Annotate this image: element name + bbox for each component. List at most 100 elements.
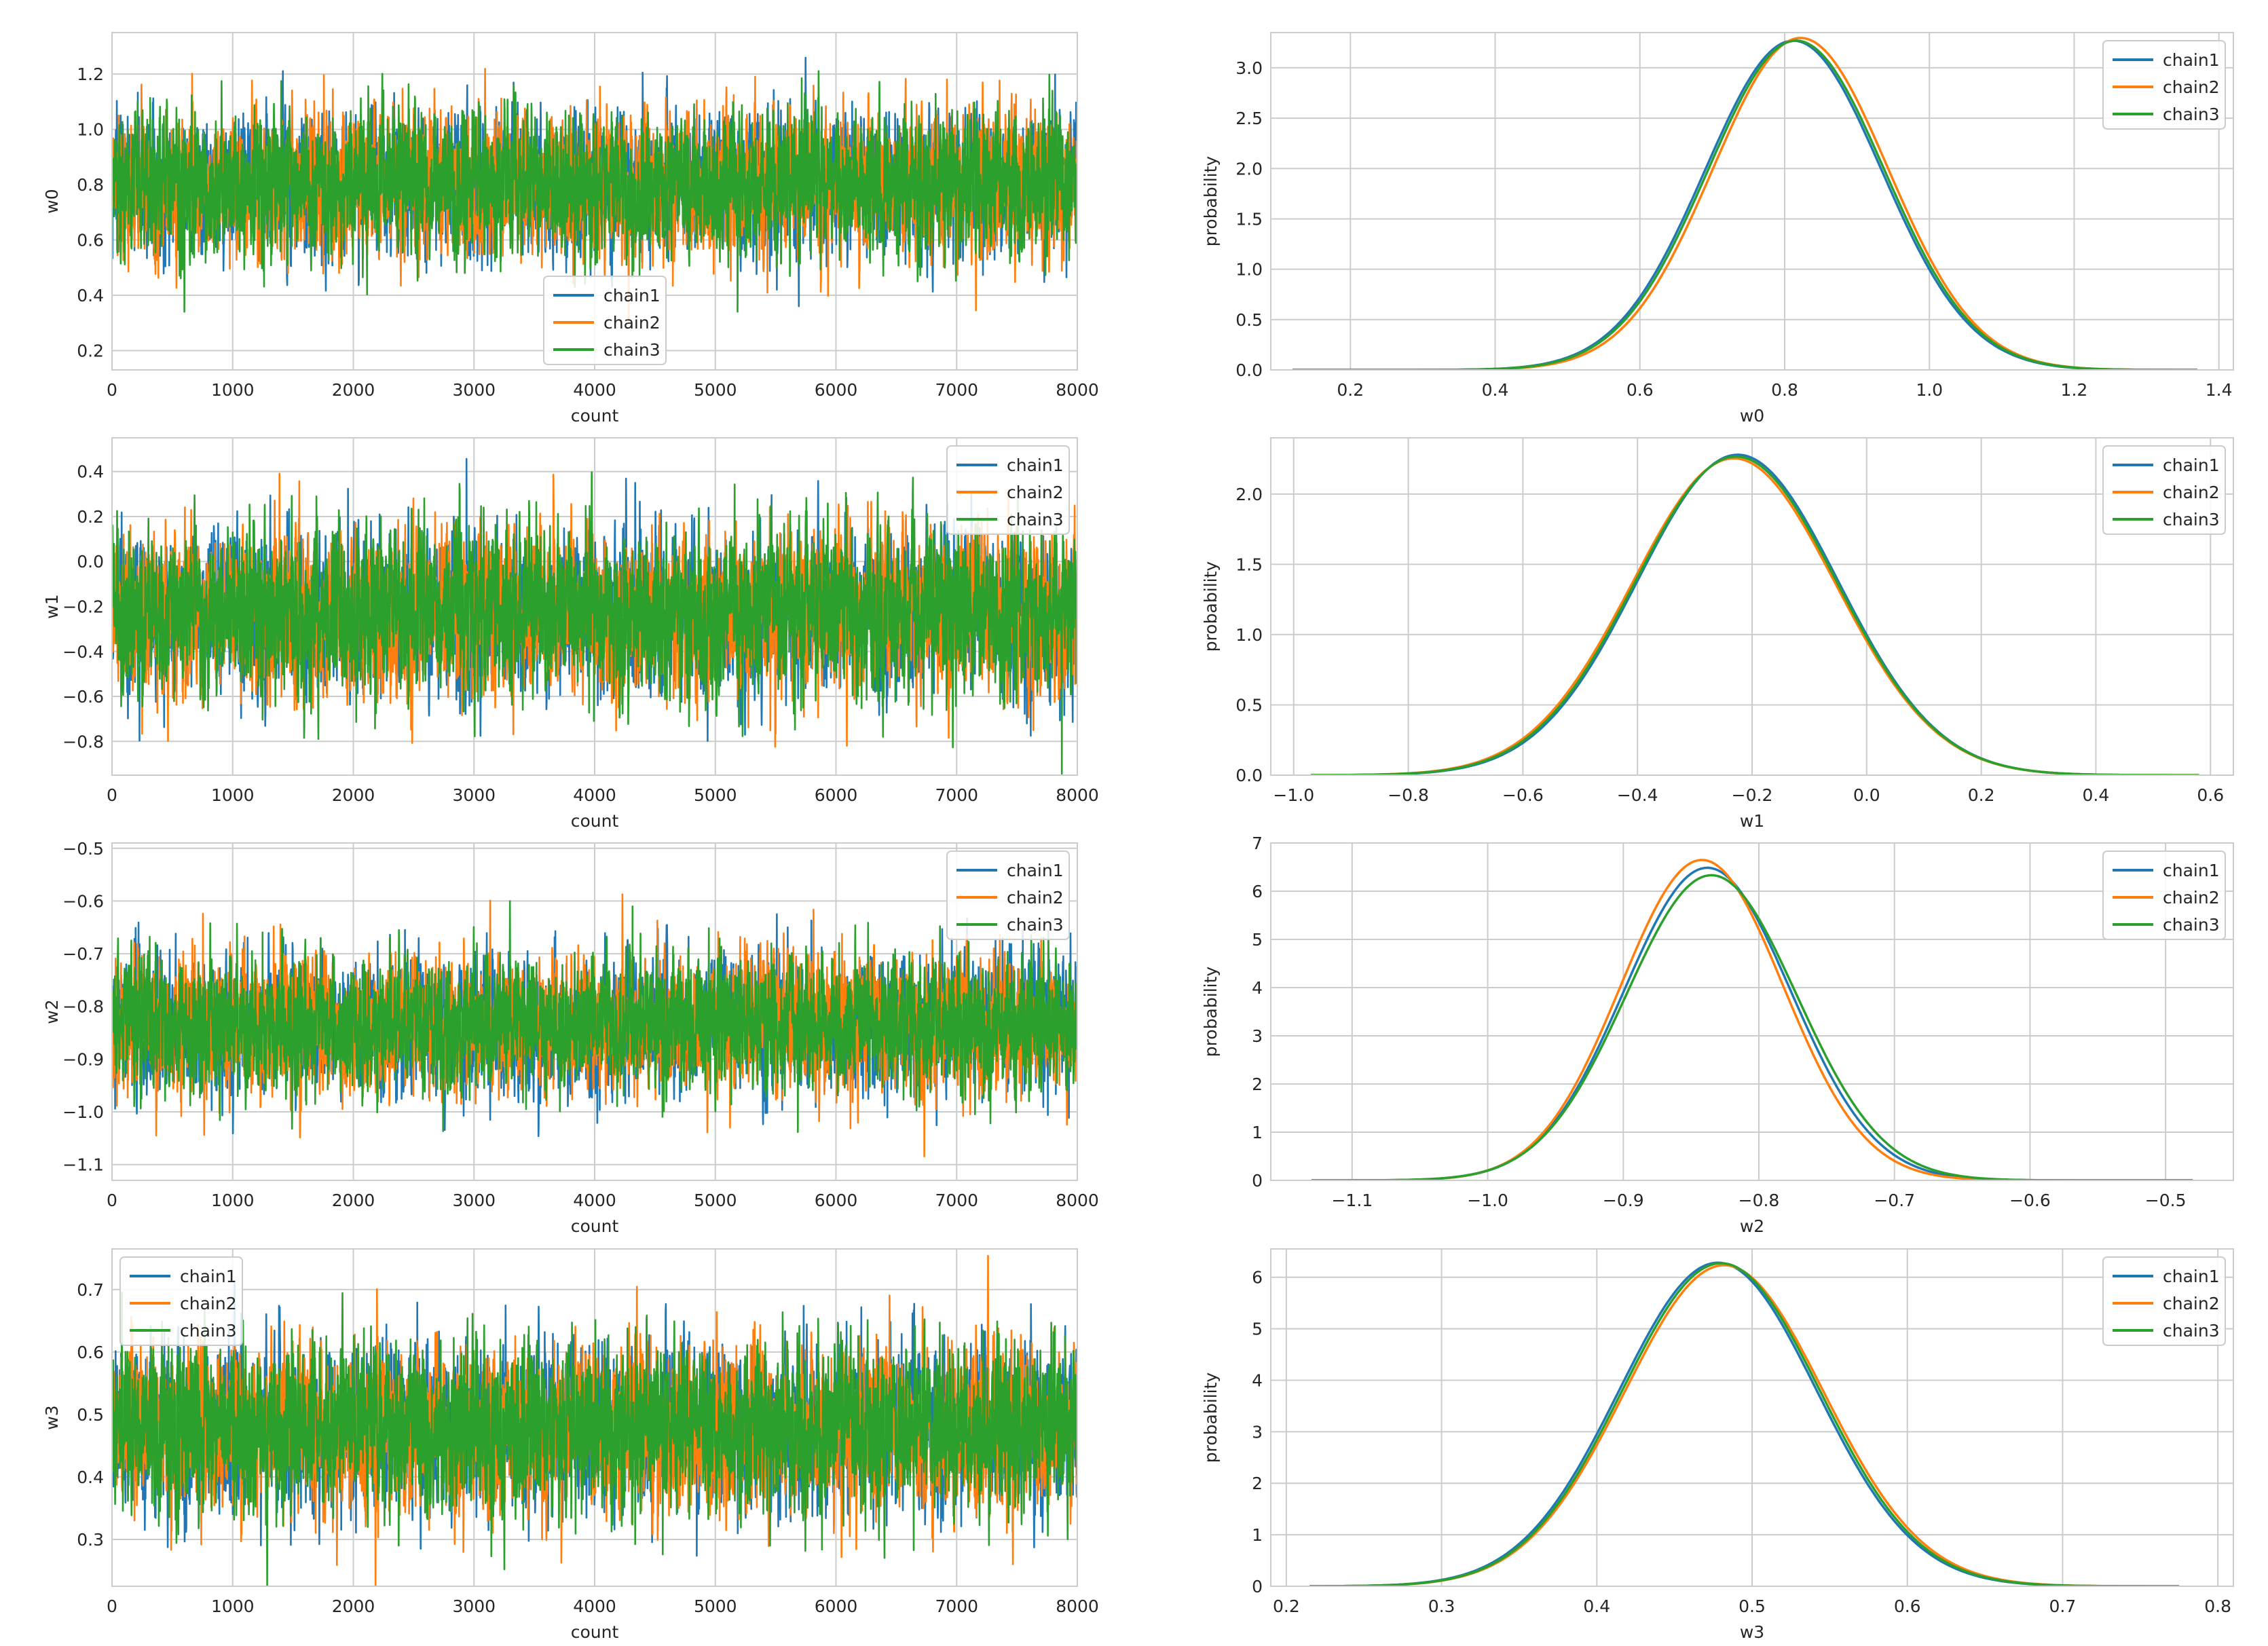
x-axis-label: w3 <box>1740 1622 1764 1642</box>
legend-label-chain1: chain1 <box>2163 1267 2220 1286</box>
y-tick-label: 1.0 <box>1235 260 1263 280</box>
y-tick-label: 0 <box>1252 1577 1263 1596</box>
x-tick-label: 0 <box>107 1191 117 1210</box>
x-tick-label: 5000 <box>694 1596 737 1616</box>
x-tick-label: 1000 <box>211 785 255 805</box>
y-axis-label: probability <box>1201 561 1221 652</box>
y-tick-label: 0.3 <box>77 1530 104 1550</box>
x-tick-label: 0.8 <box>2204 1596 2231 1616</box>
x-tick-label: 8000 <box>1056 1191 1099 1210</box>
y-tick-label: 4 <box>1252 1370 1263 1390</box>
x-tick-label: −0.6 <box>2009 1191 2051 1210</box>
x-tick-label: −0.6 <box>1502 785 1544 805</box>
trace-w0-panel: 0 1000 2000 3000 4000 5000 6000 7000 8000 0.2 0.4 0… <box>42 32 1099 426</box>
x-axis-label: count <box>571 811 619 831</box>
trace-w0-axes-frame <box>111 32 1078 371</box>
x-tick-label: 8000 <box>1056 380 1099 400</box>
density-w3-panel: 0.2 0.3 0.4 0.5 0.6 0.7 0.8 0 1 2 3 4 5 6 w3 probabilit… <box>1201 1248 2234 1642</box>
y-tick-label: 1.5 <box>1235 555 1263 574</box>
density-w1-axes-frame <box>1270 437 2234 776</box>
legend-label-chain3: chain3 <box>180 1321 237 1341</box>
y-tick-label: 4 <box>1252 978 1263 998</box>
x-axis-label: count <box>571 406 619 426</box>
x-tick-label: 0.5 <box>1739 1596 1766 1616</box>
x-tick-label: 1.2 <box>2061 380 2088 400</box>
y-tick-label: 1.5 <box>1235 209 1263 229</box>
x-tick-label: 5000 <box>694 1191 737 1210</box>
y-tick-label: 6 <box>1252 1268 1263 1288</box>
x-tick-label: 0.4 <box>1583 1596 1610 1616</box>
y-tick-label: 2 <box>1252 1074 1263 1094</box>
x-tick-label: 0.4 <box>2083 785 2110 805</box>
x-tick-label: −0.7 <box>1874 1191 1915 1210</box>
y-tick-label: 6 <box>1252 882 1263 901</box>
legend-label-chain2: chain2 <box>1007 888 1064 908</box>
x-tick-label: 0.4 <box>1482 380 1509 400</box>
y-axis-label: w2 <box>42 999 62 1024</box>
y-tick-label: 1 <box>1252 1123 1263 1142</box>
y-tick-label: 2 <box>1252 1474 1263 1493</box>
density-w1-panel: −1.0 −0.8 −0.6 −0.4 −0.2 0.0 0.2 0.4 0.6 0.0 0.5 1.… <box>1201 437 2234 831</box>
x-tick-label: 7000 <box>935 380 978 400</box>
x-tick-label: 8000 <box>1056 1596 1099 1616</box>
x-tick-label: −1.0 <box>1467 1191 1508 1210</box>
x-tick-label: 0 <box>107 785 117 805</box>
x-tick-label: −0.5 <box>2145 1191 2187 1210</box>
x-tick-label: −0.2 <box>1732 785 1773 805</box>
density-w3-plot-area <box>1309 1261 2179 1586</box>
y-tick-label: 1.0 <box>1235 625 1263 645</box>
x-tick-label: 5000 <box>694 380 737 400</box>
legend-label-chain1: chain1 <box>603 286 661 305</box>
x-tick-label: 6000 <box>815 1596 858 1616</box>
y-axis-label: probability <box>1201 156 1221 247</box>
x-tick-label: 0.2 <box>1968 785 1995 805</box>
y-tick-label: 0.0 <box>1235 766 1263 785</box>
y-tick-label: 5 <box>1252 1320 1263 1339</box>
density-line-chain3 <box>1311 874 2193 1180</box>
y-tick-label: −0.8 <box>62 732 104 751</box>
x-tick-label: 1000 <box>211 380 255 400</box>
trace-line-chain3 <box>112 900 1077 1134</box>
y-tick-label: 0.8 <box>77 175 104 195</box>
trace-w1-legend: chain1 chain2 chain3 <box>946 445 1070 535</box>
trace-w3-legend: chain1 chain2 chain3 <box>119 1256 243 1346</box>
x-tick-label: 2000 <box>332 785 375 805</box>
y-tick-label: 0.4 <box>77 286 104 305</box>
y-tick-label: 0.5 <box>1235 695 1263 715</box>
x-tick-label: 2000 <box>332 1596 375 1616</box>
trace-w1-panel: 0 1000 2000 3000 4000 5000 6000 7000 8000 −0.8 −0.… <box>42 437 1099 831</box>
legend-label-chain1: chain1 <box>180 1267 237 1286</box>
density-line-chain1 <box>1311 453 2199 775</box>
y-axis-label: w0 <box>42 189 62 213</box>
density-w2-legend: chain1 chain2 chain3 <box>2102 850 2226 940</box>
x-tick-label: 4000 <box>573 380 616 400</box>
x-tick-label: 2000 <box>332 1191 375 1210</box>
x-tick-label: 0.2 <box>1337 380 1364 400</box>
x-tick-label: 0.6 <box>1626 380 1654 400</box>
y-tick-label: −0.4 <box>62 642 104 662</box>
trace-line-chain3 <box>112 471 1077 774</box>
x-tick-label: 3000 <box>452 785 496 805</box>
y-tick-label: 0.7 <box>77 1280 104 1300</box>
legend-label-chain3: chain3 <box>603 340 661 360</box>
y-axis-label: w3 <box>42 1405 62 1429</box>
legend-label-chain2: chain2 <box>180 1294 237 1313</box>
y-axis-label: probability <box>1201 1372 1221 1463</box>
legend-label-chain2: chain2 <box>2163 888 2220 908</box>
x-tick-label: 0.2 <box>1273 1596 1300 1616</box>
density-line-chain2 <box>1309 1264 2179 1586</box>
trace-line-chain3 <box>112 1291 1077 1586</box>
density-w2-panel: −1.1 −1.0 −0.9 −0.8 −0.7 −0.6 −0.5 0 1 2 3 4 5 6 7 w2 pr… <box>1201 834 2234 1236</box>
y-tick-label: −0.2 <box>62 597 104 617</box>
x-tick-label: 0.0 <box>1853 785 1880 805</box>
x-tick-label: 4000 <box>573 1596 616 1616</box>
y-tick-label: 0.4 <box>77 462 104 482</box>
x-tick-label: 7000 <box>935 1596 978 1616</box>
density-w0-legend: chain1 chain2 chain3 <box>2102 40 2226 130</box>
density-w3-grid <box>1271 1249 2233 1587</box>
x-axis-label: w2 <box>1740 1216 1764 1236</box>
legend-label-chain2: chain2 <box>2163 483 2220 502</box>
trace-w2-plot-area <box>112 893 1077 1157</box>
legend-label-chain2: chain2 <box>2163 1294 2220 1313</box>
x-axis-label: count <box>571 1216 619 1236</box>
